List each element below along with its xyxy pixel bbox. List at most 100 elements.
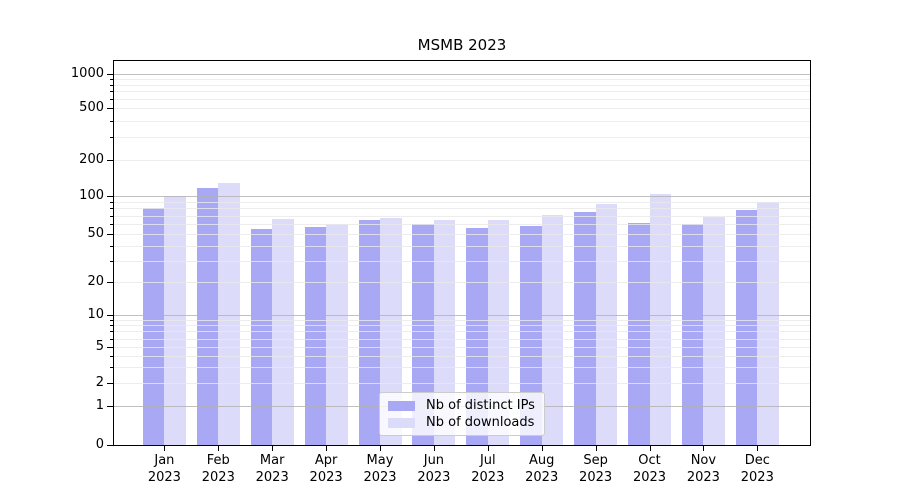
bar-distinct-ips-nov [681,224,704,445]
gridline-minor [114,338,810,340]
x-tick-line: 2023 [740,470,774,485]
bar-downloads-aug [541,214,564,445]
x-tick-line: 2023 [525,470,559,485]
x-tick-line: Oct [638,453,661,468]
x-tick-label-nov: Nov 2023 [673,452,733,486]
x-tick-line: May [366,453,394,468]
y-tick-mark [107,445,113,446]
x-tick-line: 2023 [309,470,343,485]
bar-downloads-apr [326,224,348,445]
y-tick-mark [107,315,113,316]
gridline-minor [114,78,810,80]
y-tick-label: 200 [79,151,104,167]
gridline-minor [114,120,810,122]
x-tick-line: Aug [528,453,555,468]
y-tick-mark [107,73,113,75]
legend-label-downloads: Nb of downloads [426,415,535,430]
bars-layer [114,61,810,445]
bar-downloads-oct [649,194,671,445]
y-minor-tick-mark [110,383,113,385]
x-tick-label-may: May 2023 [350,452,410,486]
gridline-minor [114,325,810,327]
y-tick-label: 100 [79,188,104,203]
y-minor-tick-mark [110,91,113,93]
x-tick-label-dec: Dec 2023 [727,452,787,486]
gridline-major [114,196,810,197]
x-tick-mark [164,446,166,451]
x-tick-mark [218,446,220,451]
legend-item-distinct-ips: Nb of distinct IPs [388,398,536,413]
y-tick-label: 5 [95,339,104,354]
bar-distinct-ips-jun [412,224,434,445]
x-tick-mark [703,446,705,451]
gridline-minor [114,260,810,262]
gridline-minor [114,208,810,210]
x-tick-line: Jul [479,453,496,468]
y-minor-tick-mark [110,281,113,283]
gridline-minor [114,136,810,138]
gridline-minor [114,383,810,385]
y-minor-tick-mark [110,367,113,369]
y-minor-tick-mark [110,78,113,80]
gridline-minor [114,355,810,357]
y-minor-tick-mark [110,215,113,217]
y-minor-tick-mark [110,159,113,161]
bar-distinct-ips-sep [574,211,596,445]
bar-downloads-sep [595,203,618,445]
y-minor-tick-mark [110,201,113,203]
bar-distinct-ips-oct [628,223,650,445]
y-minor-tick-mark [110,108,113,110]
bar-distinct-ips-dec [735,210,758,445]
x-tick-mark [595,446,597,451]
y-minor-tick-mark [110,120,113,122]
y-tick-label: 10 [87,307,104,322]
bar-downloads-nov [703,217,725,445]
gridline-minor [114,84,810,86]
x-tick-line: Apr [314,453,338,468]
x-tick-mark [272,446,274,451]
y-tick-label: 0 [95,437,104,452]
gridline-minor [114,281,810,283]
gridline-minor [114,331,810,333]
gridlines-layer [114,61,810,445]
y-minor-tick-mark [110,347,113,348]
bar-distinct-ips-mar [250,228,273,445]
bar-distinct-ips-apr [304,226,327,445]
x-tick-label-jun: Jun 2023 [404,452,464,486]
y-minor-tick-mark [110,208,113,210]
legend: Nb of distinct IPs Nb of downloads [379,392,545,436]
x-tick-line: 2023 [686,470,720,485]
x-tick-line: Nov [690,453,717,468]
gridline-minor [114,347,810,348]
bar-downloads-feb [218,183,240,445]
gridline-minor [114,224,810,225]
x-tick-label-apr: Apr 2023 [296,452,356,486]
bar-distinct-ips-feb [196,187,219,445]
y-minor-tick-mark [110,245,113,247]
plot-area [113,60,811,446]
gridline-minor [114,234,810,235]
chart-title: MSMB 2023 [417,36,507,54]
y-minor-tick-mark [110,355,113,357]
x-tick-mark [433,446,435,451]
x-tick-line: Mar [259,453,285,468]
x-tick-line: 2023 [363,470,397,485]
x-tick-label-jul: Jul 2023 [458,452,518,486]
gridline-minor [114,367,810,369]
y-tick-label: 500 [79,100,104,116]
x-tick-line: Dec [744,453,770,468]
gridline-minor [114,108,810,110]
legend-swatch-distinct-ips [388,400,415,411]
y-minor-tick-mark [110,99,113,101]
x-tick-label-mar: Mar 2023 [242,452,302,486]
legend-label-distinct-ips: Nb of distinct IPs [426,398,535,413]
x-tick-line: 2023 [147,470,181,485]
y-minor-tick-mark [110,260,113,262]
bar-distinct-ips-jan [142,208,165,445]
x-tick-label-feb: Feb 2023 [188,452,248,486]
y-tick-mark [107,405,113,407]
x-tick-label-sep: Sep 2023 [566,452,626,486]
y-minor-tick-mark [110,224,113,225]
legend-swatch-downloads [388,417,415,428]
